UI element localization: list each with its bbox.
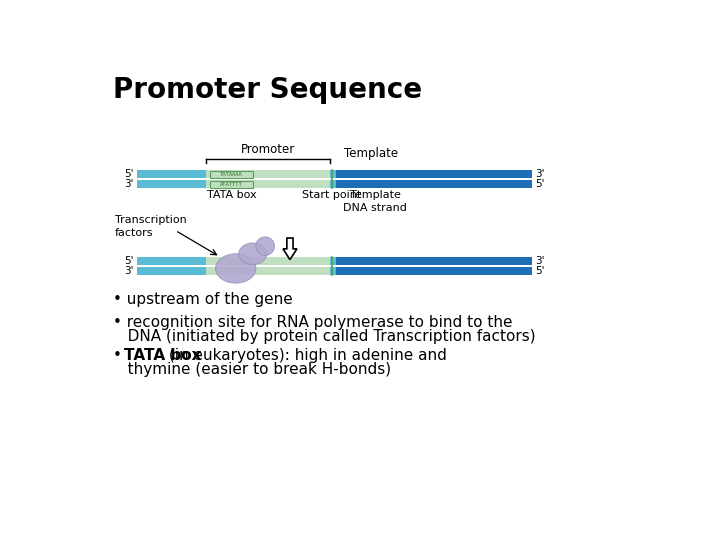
Text: Start point: Start point bbox=[302, 190, 361, 200]
Bar bbox=[336, 267, 532, 275]
Text: 3': 3' bbox=[124, 179, 133, 189]
Bar bbox=[336, 170, 532, 178]
Bar bbox=[206, 257, 330, 265]
Bar bbox=[137, 170, 532, 178]
Text: TATAAAA: TATAAAA bbox=[220, 172, 243, 177]
Bar bbox=[206, 180, 330, 188]
Text: TATA box: TATA box bbox=[124, 348, 202, 363]
Text: Template
DNA strand: Template DNA strand bbox=[343, 190, 407, 213]
Bar bbox=[336, 257, 532, 265]
Text: • recognition site for RNA polymerase to bind to the: • recognition site for RNA polymerase to… bbox=[113, 315, 513, 330]
Text: 5': 5' bbox=[535, 266, 544, 276]
Text: 3': 3' bbox=[535, 169, 544, 179]
Text: Transcription
factors: Transcription factors bbox=[114, 215, 186, 238]
Bar bbox=[137, 267, 532, 275]
Bar bbox=[137, 257, 532, 265]
Bar bbox=[210, 181, 253, 187]
Polygon shape bbox=[283, 238, 297, 260]
Bar bbox=[336, 180, 532, 188]
Text: Template: Template bbox=[344, 147, 398, 160]
Text: •: • bbox=[113, 348, 127, 363]
Text: 3': 3' bbox=[124, 266, 133, 276]
Bar bbox=[206, 267, 330, 275]
Bar bbox=[210, 171, 253, 178]
Text: 5': 5' bbox=[535, 179, 544, 189]
Text: (in eukaryotes): high in adenine and: (in eukaryotes): high in adenine and bbox=[164, 348, 447, 363]
Text: 3': 3' bbox=[535, 256, 544, 266]
Bar bbox=[137, 180, 532, 188]
Text: TATA box: TATA box bbox=[207, 190, 256, 200]
Text: ATATTTT: ATATTTT bbox=[220, 181, 243, 187]
Text: DNA (initiated by protein called Transcription factors): DNA (initiated by protein called Transcr… bbox=[113, 329, 536, 344]
Circle shape bbox=[256, 237, 274, 255]
Text: Promoter Sequence: Promoter Sequence bbox=[113, 76, 423, 104]
Bar bbox=[206, 170, 330, 178]
Text: Promoter: Promoter bbox=[241, 144, 295, 157]
Text: 5': 5' bbox=[124, 256, 133, 266]
Text: thymine (easier to break H-bonds): thymine (easier to break H-bonds) bbox=[113, 362, 392, 377]
Text: 5': 5' bbox=[124, 169, 133, 179]
Text: • upstream of the gene: • upstream of the gene bbox=[113, 292, 293, 307]
Ellipse shape bbox=[215, 254, 256, 283]
Ellipse shape bbox=[239, 243, 266, 265]
